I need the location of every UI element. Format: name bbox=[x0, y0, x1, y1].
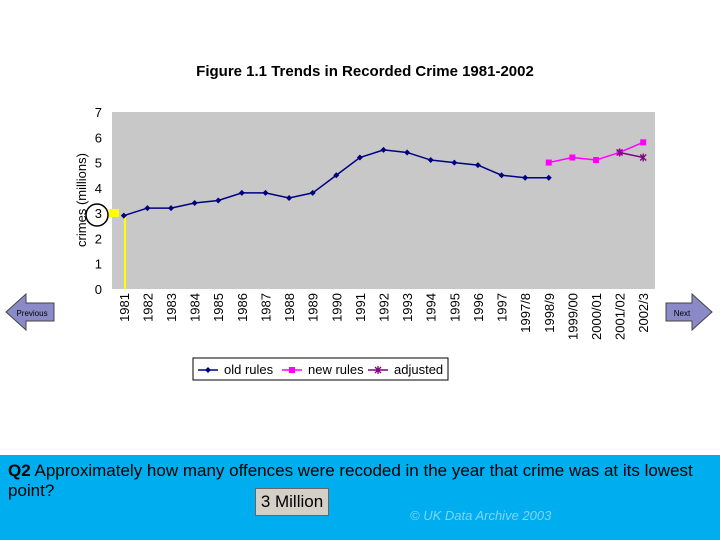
y-tick-label: 3 bbox=[95, 206, 102, 221]
point bbox=[168, 205, 175, 212]
point bbox=[640, 139, 647, 146]
point bbox=[238, 189, 245, 196]
chart: Figure 1.1 Trends in Recorded Crime 1981… bbox=[5, 63, 713, 381]
point bbox=[286, 194, 293, 201]
y-axis-label: crimes (millions) bbox=[74, 153, 89, 247]
x-tick-label: 1993 bbox=[400, 293, 415, 322]
point bbox=[522, 174, 529, 181]
y-tick-label: 0 bbox=[95, 282, 102, 297]
x-tick-label: 1995 bbox=[447, 293, 462, 322]
x-tick-label: 1984 bbox=[188, 293, 203, 322]
point bbox=[144, 205, 151, 212]
legend-label: new rules bbox=[308, 362, 364, 377]
question-text: Approximately how many offences were rec… bbox=[8, 461, 693, 500]
point bbox=[498, 172, 505, 179]
point bbox=[191, 200, 198, 207]
point bbox=[215, 197, 222, 204]
x-tick-label: 1991 bbox=[353, 293, 368, 322]
point bbox=[592, 157, 599, 164]
x-tick-label: 1986 bbox=[235, 293, 250, 322]
point bbox=[474, 162, 481, 169]
x-tick-label: 1987 bbox=[258, 293, 273, 322]
point bbox=[569, 154, 576, 161]
question-number: Q2 bbox=[8, 461, 31, 480]
x-tick-label: 2000/01 bbox=[589, 293, 604, 340]
point bbox=[309, 189, 316, 196]
x-tick-label: 1999/00 bbox=[565, 293, 580, 340]
x-tick-label: 1989 bbox=[306, 293, 321, 322]
point bbox=[356, 154, 363, 161]
y-tick-label: 2 bbox=[95, 231, 102, 246]
x-tick-label: 1997 bbox=[495, 293, 510, 322]
legend-label: adjusted bbox=[394, 362, 443, 377]
point bbox=[120, 212, 127, 219]
point bbox=[289, 367, 295, 373]
point bbox=[427, 157, 434, 164]
next-label[interactable]: Next bbox=[674, 309, 691, 318]
y-tick-label: 7 bbox=[95, 105, 102, 120]
x-tick-label: 1992 bbox=[377, 293, 392, 322]
x-tick-label: 1990 bbox=[329, 293, 344, 322]
point bbox=[262, 189, 269, 196]
question-box: Q2 Approximately how many offences were … bbox=[0, 455, 720, 540]
x-tick-label: 1982 bbox=[140, 293, 155, 322]
legend-box bbox=[192, 357, 449, 381]
answer[interactable]: 3 Million bbox=[255, 488, 329, 516]
x-tick-label: 1981 bbox=[117, 293, 132, 322]
point bbox=[404, 149, 411, 156]
prev-button[interactable]: Previous bbox=[5, 292, 55, 332]
point bbox=[545, 159, 552, 166]
series-line bbox=[619, 151, 644, 159]
x-tick-label: 2002/3 bbox=[636, 293, 651, 333]
next-button[interactable]: Next bbox=[665, 292, 713, 332]
highlight-circle bbox=[85, 203, 109, 227]
y-tick-label: 6 bbox=[95, 130, 102, 145]
x-tick-label: 1985 bbox=[211, 293, 226, 322]
point bbox=[374, 366, 382, 374]
y-tick-label: 1 bbox=[95, 257, 102, 272]
point bbox=[545, 174, 552, 181]
point bbox=[639, 153, 647, 162]
point bbox=[451, 159, 458, 166]
footer: © UK Data Archive 2003 bbox=[410, 508, 552, 523]
point bbox=[205, 367, 211, 373]
chart-title: Figure 1.1 Trends in Recorded Crime 1981… bbox=[196, 63, 534, 80]
prev-label[interactable]: Previous bbox=[16, 309, 47, 318]
legend-label: old rules bbox=[224, 362, 274, 377]
y-tick-label: 5 bbox=[95, 156, 102, 171]
y-tick-label: 4 bbox=[95, 181, 102, 196]
point bbox=[616, 148, 624, 157]
question: Q2 Approximately how many offences were … bbox=[8, 461, 708, 501]
x-tick-label: 1998/9 bbox=[542, 293, 557, 333]
highlight-box bbox=[109, 209, 119, 217]
plot-area bbox=[112, 112, 655, 289]
x-tick-label: 1997/8 bbox=[518, 293, 533, 333]
point bbox=[380, 146, 387, 153]
x-tick-label: 2001/02 bbox=[613, 293, 628, 340]
x-tick-label: 1996 bbox=[471, 293, 486, 322]
x-tick-label: 1983 bbox=[164, 293, 179, 322]
x-tick-label: 1994 bbox=[424, 293, 439, 322]
x-tick-label: 1988 bbox=[282, 293, 297, 322]
point bbox=[333, 172, 340, 179]
